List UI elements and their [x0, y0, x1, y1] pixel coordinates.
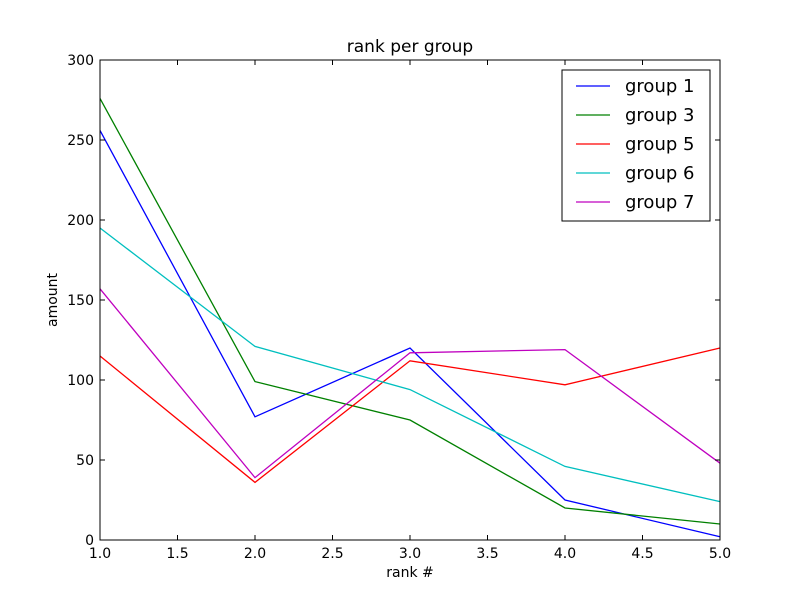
series-layer: [99, 98, 721, 538]
y-tick-label: 0: [85, 533, 94, 549]
x-axis-label: rank #: [386, 565, 434, 581]
legend-label-group-6: group 6: [625, 163, 694, 184]
x-tick-label: 4.0: [554, 546, 576, 562]
legend-label-group-5: group 5: [625, 134, 694, 155]
x-tick-label: 4.5: [631, 546, 653, 562]
legend: group 1 group 3 group 5 group 6 group 7: [561, 69, 711, 222]
y-tick-label: 200: [67, 213, 94, 229]
y-axis-label: amount: [45, 272, 61, 327]
y-tick-label: 150: [67, 293, 94, 309]
x-tick-label: 3.5: [476, 546, 498, 562]
x-tick-label: 1.0: [89, 546, 111, 562]
series-line-group-3: [99, 98, 721, 525]
x-tick-label: 2.5: [321, 546, 343, 562]
legend-label-group-3: group 3: [625, 105, 694, 126]
y-tick-label: 250: [67, 133, 94, 149]
x-tick-label: 5.0: [709, 546, 731, 562]
legend-label-group-1: group 1: [625, 76, 694, 97]
x-tick-label: 3.0: [399, 546, 421, 562]
x-axis: 1.0 1.5 2.0 2.5 3.0 3.5 4.0 4.5 5.0: [89, 60, 731, 562]
series-line-group-6: [99, 227, 721, 503]
x-tick-label: 1.5: [166, 546, 188, 562]
series-line-group-5: [99, 347, 721, 484]
series-line-group-1: [99, 130, 721, 538]
y-tick-label: 100: [67, 373, 94, 389]
y-tick-label: 50: [76, 453, 94, 469]
y-tick-label: 300: [67, 53, 94, 69]
legend-label-group-7: group 7: [625, 192, 694, 213]
series-line-group-7: [99, 288, 721, 479]
legend-box: [561, 69, 711, 222]
y-axis: 0 50 100 150 200 250 300: [67, 53, 720, 549]
chart-title: rank per group: [347, 37, 473, 57]
x-tick-label: 2.0: [244, 546, 266, 562]
